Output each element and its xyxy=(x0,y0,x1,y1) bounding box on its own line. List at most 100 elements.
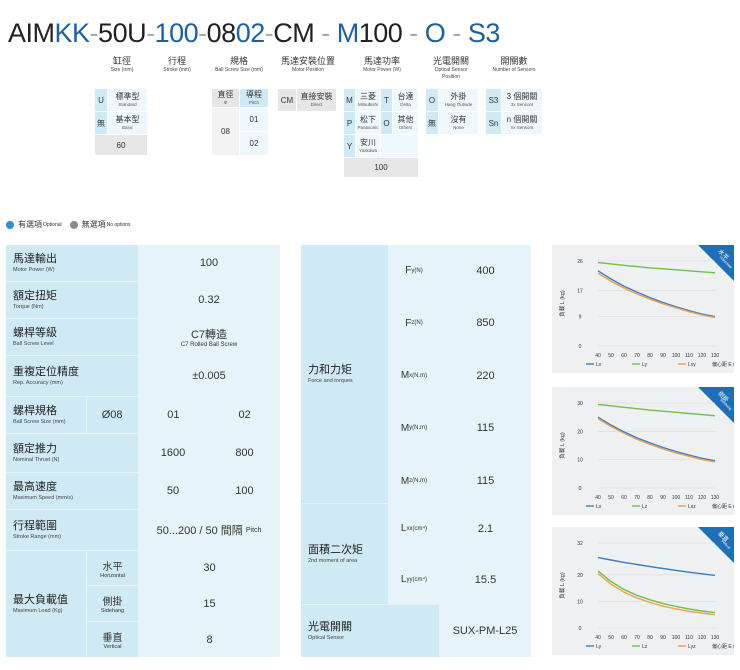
chart-xtick-label: 50 xyxy=(608,353,614,359)
symbol-subscript: z xyxy=(411,320,415,326)
model-code-part: - xyxy=(314,18,337,48)
size-code-none: 無 xyxy=(95,112,107,134)
symbol-unit: (N) xyxy=(414,320,423,326)
spec-row-max-load-horizontal: 水平 Horizontal 30 xyxy=(87,551,280,585)
chart-series-lx xyxy=(597,416,716,462)
sensor-position-outside: 外掛 Hang Outside xyxy=(439,89,478,111)
size-basic-zh: 基本型 xyxy=(115,115,140,124)
model-code-part: - xyxy=(402,18,425,48)
spec-label-motor-power-en: Motor Power (W) xyxy=(13,266,55,273)
screw-pitch-01: 01 xyxy=(240,108,268,131)
chart-xtick-label: 110 xyxy=(685,353,693,359)
spec-label-motor-power-zh: 馬達輸出 xyxy=(13,252,57,265)
chart-xtick-label: 100 xyxy=(672,353,681,359)
chart-background xyxy=(552,387,734,515)
spec-label-thrust-zh: 額定推力 xyxy=(13,442,57,455)
sensor-count-n: n 個開關 nx Sensors xyxy=(502,112,542,134)
chart-series-ly xyxy=(597,261,716,274)
spec-label-speed-en: Maximum Speed (mm/s) xyxy=(13,494,73,501)
screw-dia-header-zh: 直徑 xyxy=(217,90,234,99)
chart-ylabel: 負載 L (kg) xyxy=(558,290,566,317)
chart-xtick-label: 130 xyxy=(711,353,720,359)
spec-label-torque-en: Torque (Nm) xyxy=(13,303,44,310)
sensor-position-code-none: 無 xyxy=(426,112,438,134)
chart-ytick-label: 0 xyxy=(579,486,582,492)
screw-dia-header-en: Φ xyxy=(223,100,228,105)
segment-sensor-position-zh: 光電開關 xyxy=(432,56,469,66)
spec-label-repeat-accuracy-en: Rep. Accuracy (mm) xyxy=(13,379,63,386)
spec-row-screw-level: 螺桿等級 Ball Screw Level C7轉造 C7 Rolled Bal… xyxy=(6,319,280,355)
symbol-letter: F xyxy=(405,265,412,276)
spec-label-optical-sensor-en: Optical Sensor xyxy=(308,634,345,641)
chart-xtick-label: 40 xyxy=(595,635,601,641)
symbol-unit: (cm⁴) xyxy=(412,576,428,583)
segment-size-en: Size (mm) xyxy=(110,67,134,73)
chart-xtick-label: 100 xyxy=(672,635,681,641)
model-code-part: - xyxy=(89,18,99,48)
symbol-subscript: z xyxy=(409,478,413,484)
chart-xtick-label: 130 xyxy=(711,495,720,501)
chart-ytick-label: 10 xyxy=(577,458,583,464)
spec-label-vertical-en: Vertical xyxy=(103,644,122,650)
size-basic-en: Basic xyxy=(121,125,133,130)
spec-label-vertical: 垂直 Vertical xyxy=(87,622,138,657)
motor-brand-options: M 三菱 Mitsubishi T 台達 Delta P 松下 Panasoni… xyxy=(344,89,418,177)
size-standard: 標準型 Standard xyxy=(108,89,147,111)
spec-label-speed-zh: 最高速度 xyxy=(13,480,57,493)
model-code-part: 100 xyxy=(358,18,403,48)
chart-legend-label: Lx xyxy=(596,504,602,510)
motor-brand-others-zh: 其他 xyxy=(397,115,414,124)
motor-brand-delta: 台達 Delta xyxy=(393,89,418,111)
symbol-subscript: y xyxy=(411,267,415,274)
spec-value-screw-level-en: C7 Rolled Ball Screw xyxy=(180,342,238,348)
segment-motor-position-en: Motor Position xyxy=(292,67,324,73)
symbol-subscript: yy xyxy=(406,576,413,583)
spec-value-speed-02: 100 xyxy=(209,473,280,509)
spec-row-torque: 額定扭矩 Torque (Nm) 0.32 xyxy=(6,282,280,318)
legend-no-options-en: No options xyxy=(106,221,131,228)
chart-xtick-label: 90 xyxy=(660,353,666,359)
spec-row-screw-size: 螺桿規格 Ball Screw Size (mm) Ø08 01 02 xyxy=(6,397,280,433)
spec-label-optical-sensor-zh: 光電開關 xyxy=(308,620,352,633)
spec-label-sidehang: 側掛 Sidehang xyxy=(87,586,138,621)
chart-xtick-label: 60 xyxy=(621,495,627,501)
motor-brand-others: 其他 Others xyxy=(393,112,418,134)
size-code-u: U xyxy=(95,89,107,111)
spec-label-screw-size: 螺桿規格 Ball Screw Size (mm) xyxy=(6,397,86,433)
model-code-part: CM xyxy=(273,18,315,48)
chart-legend-label: Lx xyxy=(596,362,602,368)
model-code-part: - xyxy=(264,18,274,48)
model-code-part: M xyxy=(336,18,360,48)
chart-xtick-label: 100 xyxy=(672,495,681,501)
size-value: 60 xyxy=(95,135,147,155)
spec-value-optical-sensor: SUX-PM-L25 xyxy=(439,605,531,657)
chart-ytick-label: 17 xyxy=(577,288,583,294)
segment-stroke-zh: 行程 xyxy=(167,56,186,66)
model-code-part: 08 xyxy=(206,18,237,48)
sensor-position-code-o: O xyxy=(426,89,438,111)
sensor-count-3: 3 個開關 3x Sensors xyxy=(502,89,542,111)
spec-row-moment-yy-value: 15.5 xyxy=(440,555,531,604)
symbol-letter: L xyxy=(400,574,407,585)
chart-xtick-label: 120 xyxy=(698,353,707,359)
spec-label-repeat-accuracy-zh: 重複定位精度 xyxy=(13,365,79,378)
segment-size-zh: 缸徑 xyxy=(112,56,131,66)
spec-row-force-my-value: 115 xyxy=(440,402,531,454)
segment-size: 缸徑 Size (mm) xyxy=(100,56,144,74)
spec-value-repeat-accuracy: ±0.005 xyxy=(138,356,280,396)
spec-value-horizontal: 30 xyxy=(139,551,280,585)
spec-label-screw-size-zh: 螺桿規格 xyxy=(13,404,57,417)
spec-label-screw-level: 螺桿等級 Ball Screw Level xyxy=(6,319,138,355)
sensor-count-3-zh: 3 個開關 xyxy=(506,92,538,101)
chart-ylabel: 負載 L (kg) xyxy=(558,572,566,599)
motor-brand-panasonic-zh: 松下 xyxy=(360,115,376,124)
chart-xtick-label: 70 xyxy=(634,353,640,359)
spec-label-torque-zh: 額定扭矩 xyxy=(13,289,57,302)
model-code-part: KK xyxy=(54,18,91,48)
symbol-unit: (cm⁴) xyxy=(412,525,428,532)
chart-xtick-label: 80 xyxy=(647,353,653,359)
